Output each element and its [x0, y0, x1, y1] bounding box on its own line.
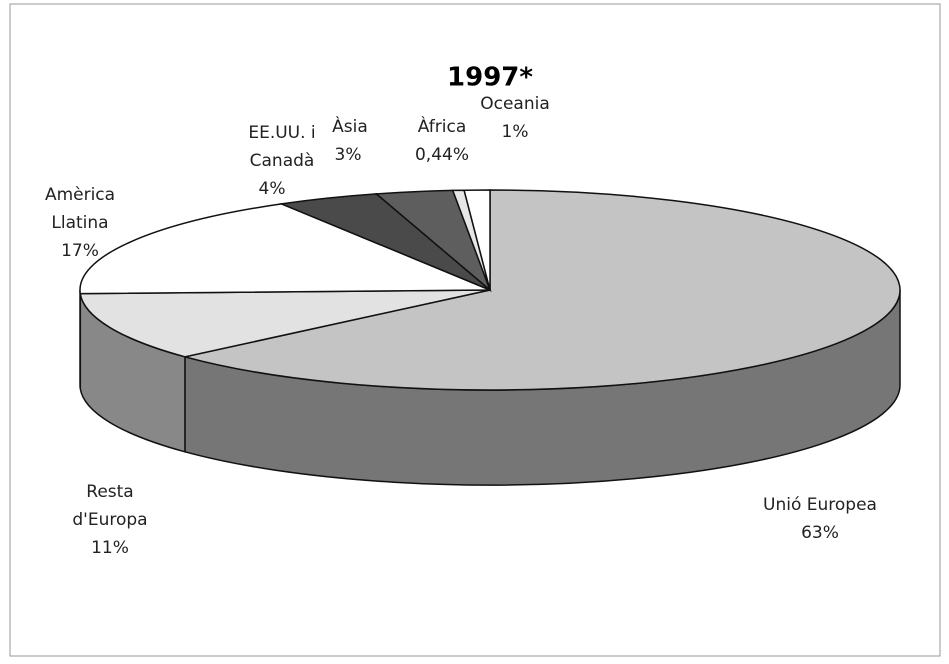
category-label: Àsia — [332, 115, 368, 137]
slice — [79, 289, 491, 358]
chart-title: 1997* — [447, 63, 533, 93]
value-label: 4% — [259, 179, 286, 199]
chart-border — [9, 3, 941, 657]
category-label: Àfrica — [418, 115, 467, 137]
value-label: 3% — [335, 145, 362, 165]
category-label: Unió Europea — [763, 495, 877, 515]
category-label: Amèrica Llatina — [45, 185, 115, 233]
category-label: EE.UU. i Canadà — [248, 123, 315, 171]
category-label: Resta d'Europa — [72, 482, 147, 530]
value-label: 63% — [801, 523, 839, 543]
category-label: Oceania — [480, 94, 550, 114]
value-label: 11% — [91, 538, 129, 558]
slice — [463, 189, 491, 291]
slice — [184, 189, 901, 391]
value-label: 0,44% — [415, 145, 469, 165]
value-label: 1% — [502, 122, 529, 142]
value-label: 17% — [61, 241, 99, 261]
slice — [79, 203, 491, 295]
